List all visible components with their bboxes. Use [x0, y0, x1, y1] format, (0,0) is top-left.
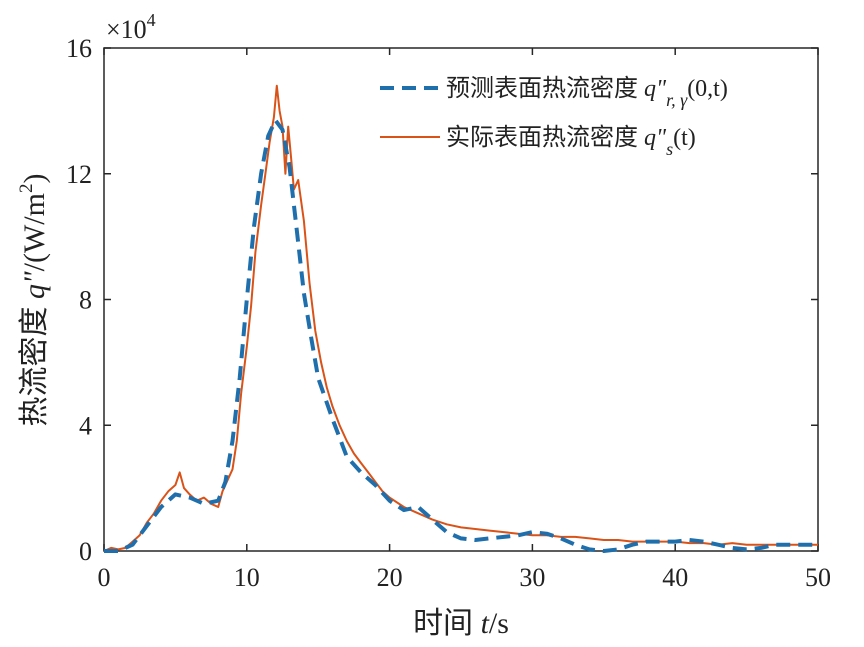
y-tick-label: 0 [79, 537, 92, 566]
tick-labels: 0 10 20 30 40 50 0 4 8 12 16 [66, 34, 831, 592]
y-tick-label: 12 [66, 160, 92, 189]
x-tick-label: 50 [805, 563, 831, 592]
legend-label-predicted: 预测表面热流密度 q"r, γ(0,t) [446, 75, 728, 110]
x-axis-label: 时间 t/s [413, 607, 509, 640]
y-tick-label: 4 [79, 411, 92, 440]
x-tick-label: 10 [234, 563, 260, 592]
x-tick-label: 20 [377, 563, 403, 592]
x-tick-label: 40 [662, 563, 688, 592]
x-tick-label: 30 [519, 563, 545, 592]
y-multiplier: ×104 [106, 10, 156, 44]
y-tick-label: 8 [79, 286, 92, 315]
series-predicted-line [104, 118, 818, 553]
axis-ticks [103, 47, 819, 552]
legend: 预测表面热流密度 q"r, γ(0,t) 实际表面热流密度 q"s(t) [380, 75, 728, 159]
series-group [103, 84, 818, 553]
plot-frame [103, 47, 819, 552]
series-actual-line [103, 84, 818, 552]
y-axis-label: 热流密度 q"/(W/m2) [16, 174, 51, 427]
y-tick-label: 16 [66, 34, 92, 63]
x-tick-label: 0 [98, 563, 111, 592]
legend-label-actual: 实际表面热流密度 q"s(t) [446, 124, 696, 159]
